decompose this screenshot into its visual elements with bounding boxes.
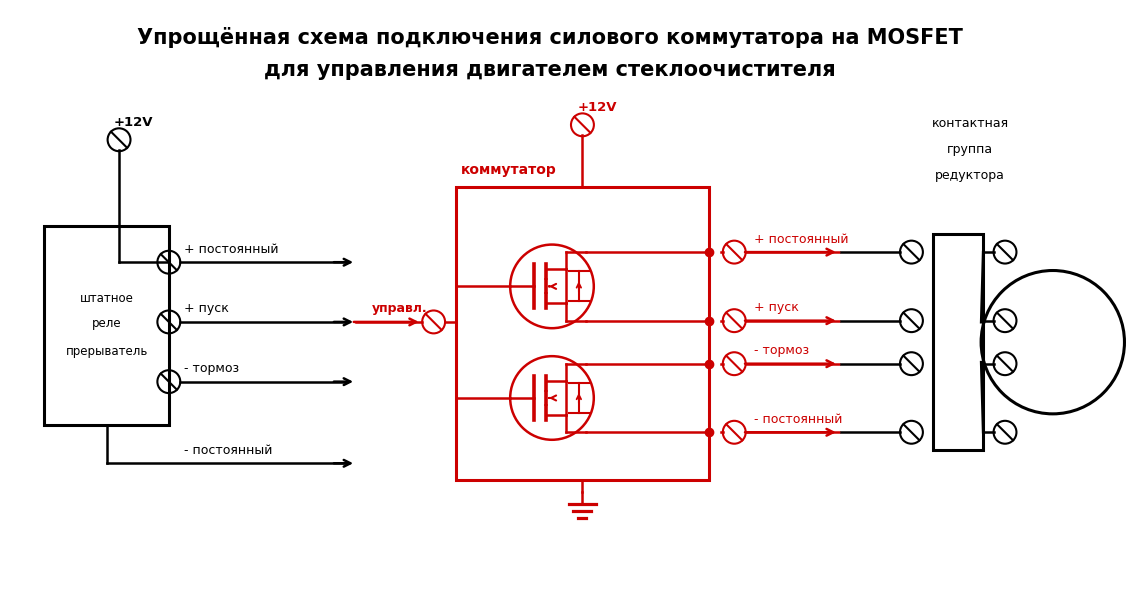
Text: для управления двигателем стеклоочистителя: для управления двигателем стеклоочистите… xyxy=(264,60,836,80)
Text: + постоянный: + постоянный xyxy=(754,233,849,246)
Text: + постоянный: + постоянный xyxy=(183,243,278,256)
Text: +12V: +12V xyxy=(114,116,154,129)
Text: прерыватель: прерыватель xyxy=(65,345,148,358)
Text: - тормоз: - тормоз xyxy=(754,344,810,357)
Text: контактная: контактная xyxy=(932,117,1009,130)
Text: группа: группа xyxy=(948,143,993,156)
Text: редуктора: редуктора xyxy=(935,169,1005,182)
Text: + пуск: + пуск xyxy=(754,301,800,314)
Text: управл.: управл. xyxy=(372,302,427,315)
Text: + пуск: + пуск xyxy=(183,302,229,315)
Bar xyxy=(933,234,983,450)
Bar xyxy=(44,226,169,425)
Text: Упрощённая схема подключения силового коммутатора на MOSFET: Упрощённая схема подключения силового ко… xyxy=(137,27,964,48)
Text: - постоянный: - постоянный xyxy=(754,413,843,426)
Text: реле: реле xyxy=(92,318,122,331)
Text: штатное: штатное xyxy=(80,291,133,304)
Text: - постоянный: - постоянный xyxy=(183,444,272,457)
Text: - тормоз: - тормоз xyxy=(183,362,239,375)
Text: +12V: +12V xyxy=(577,101,617,114)
Text: коммутатор: коммутатор xyxy=(460,163,556,177)
Bar xyxy=(456,186,710,480)
